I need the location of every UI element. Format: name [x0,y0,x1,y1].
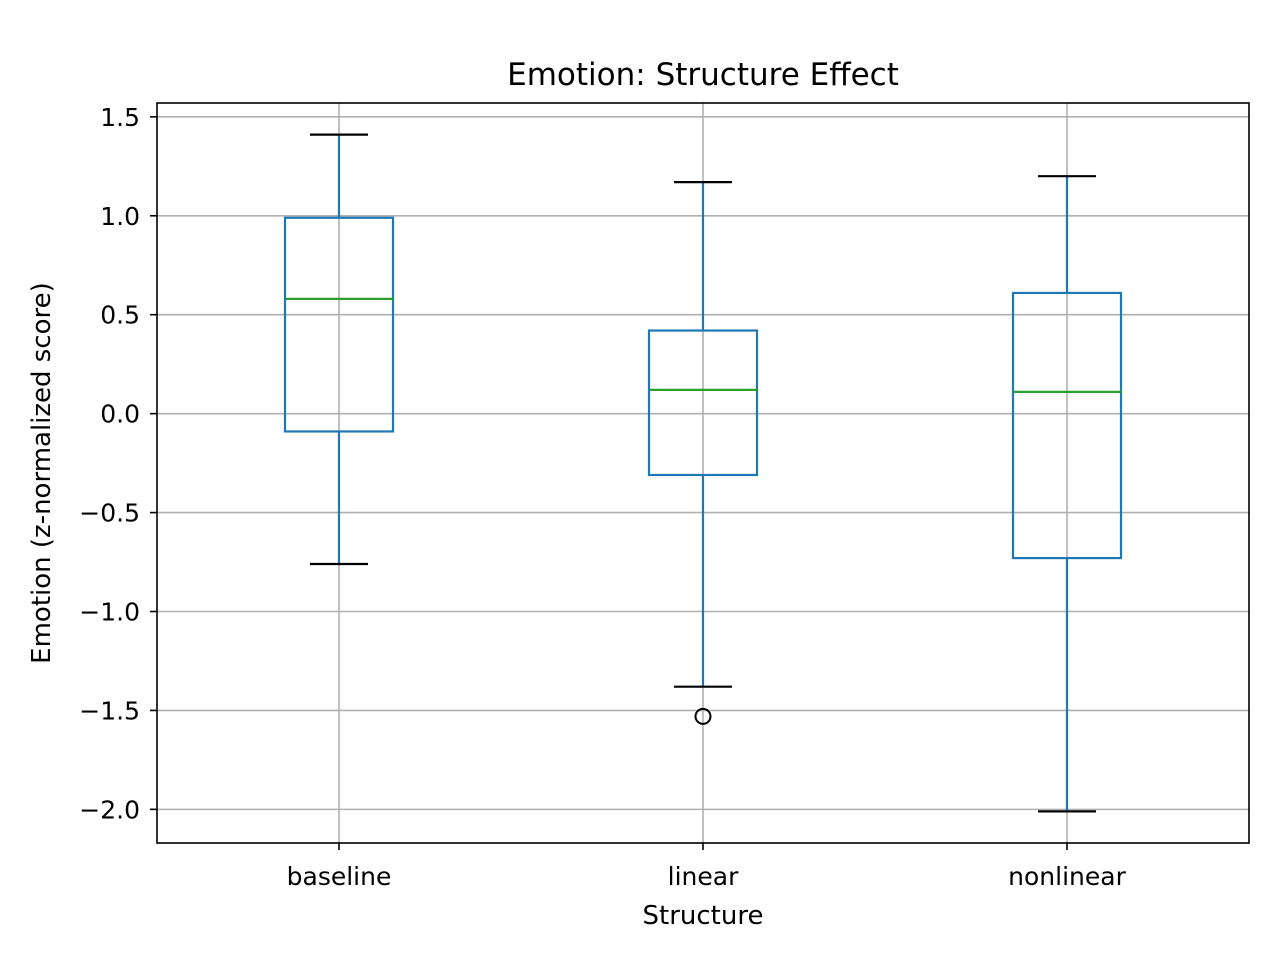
y-tick-label: −0.5 [79,499,140,528]
y-axis-label: Emotion (z-normalized score) [27,282,57,664]
outlier-point [694,707,712,725]
y-tick-label: −1.5 [79,696,140,725]
box-linear [647,181,759,725]
y-axis-ticks: 1.5 1.0 0.5 0.0 −0.5 −1.0 −1.5 −2.0 [79,103,157,824]
x-tick-label-linear: linear [668,862,739,891]
y-tick-label: −2.0 [79,795,140,824]
box-series [283,133,1123,813]
x-axis-ticks: baseline linear nonlinear [287,843,1127,891]
iqr-box [647,329,759,477]
iqr-box [283,216,395,433]
box-nonlinear [1011,175,1123,813]
y-tick-label: 1.5 [100,103,140,132]
y-tick-label: 0.0 [100,400,140,429]
y-tick-label: 0.5 [100,301,140,330]
y-tick-label: −1.0 [79,598,140,627]
iqr-box [1011,291,1123,560]
chart-title: Emotion: Structure Effect [507,57,899,93]
y-tick-label: 1.0 [100,202,140,231]
x-axis-label: Structure [643,901,764,931]
box-baseline [283,133,395,566]
x-tick-label-baseline: baseline [287,862,392,891]
x-tick-label-nonlinear: nonlinear [1008,862,1126,891]
